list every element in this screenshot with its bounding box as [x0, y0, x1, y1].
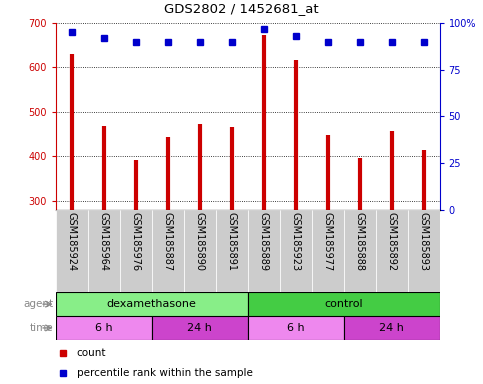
Bar: [312, 210, 343, 292]
Text: GDS2802 / 1452681_at: GDS2802 / 1452681_at: [164, 2, 319, 15]
Bar: [152, 210, 184, 292]
Text: 24 h: 24 h: [379, 323, 404, 333]
Bar: [215, 210, 248, 292]
Text: GSM185887: GSM185887: [163, 212, 172, 271]
Bar: [87, 210, 120, 292]
Bar: [152, 316, 248, 340]
Text: GSM185923: GSM185923: [291, 212, 300, 271]
Text: GSM185890: GSM185890: [195, 212, 204, 271]
Bar: [120, 210, 152, 292]
Text: control: control: [324, 299, 363, 309]
Bar: [184, 210, 215, 292]
Text: GSM185924: GSM185924: [67, 212, 76, 271]
Text: GSM185889: GSM185889: [258, 212, 269, 271]
Text: GSM185977: GSM185977: [323, 212, 332, 271]
Bar: [56, 292, 248, 316]
Text: GSM185976: GSM185976: [130, 212, 141, 271]
Bar: [248, 292, 440, 316]
Text: dexamethasone: dexamethasone: [107, 299, 197, 309]
Bar: [343, 210, 376, 292]
Text: GSM185892: GSM185892: [386, 212, 397, 271]
Text: time: time: [29, 323, 53, 333]
Text: count: count: [77, 348, 106, 358]
Bar: [280, 210, 312, 292]
Bar: [343, 316, 440, 340]
Bar: [408, 210, 440, 292]
Text: percentile rank within the sample: percentile rank within the sample: [77, 368, 253, 378]
Text: 6 h: 6 h: [287, 323, 304, 333]
Text: GSM185888: GSM185888: [355, 212, 365, 271]
Bar: [376, 210, 408, 292]
Bar: [248, 210, 280, 292]
Text: GSM185893: GSM185893: [419, 212, 428, 271]
Bar: [56, 210, 87, 292]
Bar: [248, 316, 343, 340]
Bar: [56, 316, 152, 340]
Text: 24 h: 24 h: [187, 323, 212, 333]
Text: 6 h: 6 h: [95, 323, 113, 333]
Text: agent: agent: [23, 299, 53, 309]
Text: GSM185964: GSM185964: [99, 212, 109, 271]
Text: GSM185891: GSM185891: [227, 212, 237, 271]
